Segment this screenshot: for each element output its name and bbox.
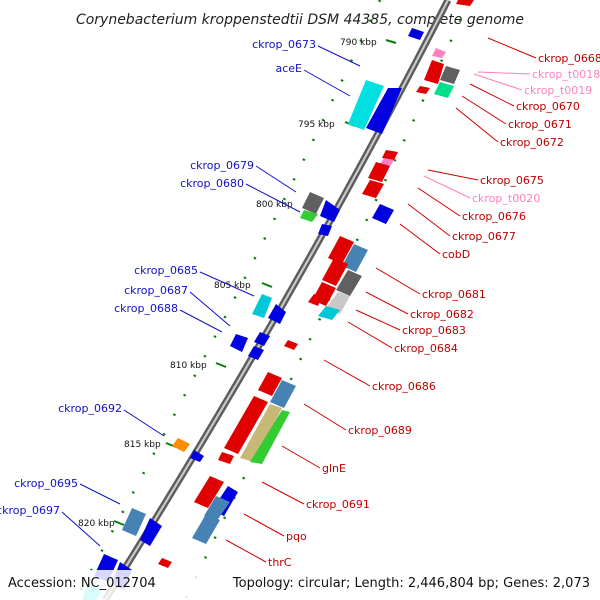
gene-ckrop-0689a [258, 372, 282, 396]
kbp-label: 800 kbp [256, 200, 293, 210]
gene-cobd [328, 236, 354, 264]
gene-ckrop-0668 [456, 0, 474, 6]
gene-label: cobD [442, 248, 470, 261]
reverse-genes [158, 0, 474, 568]
gene-label: ckrop_0691 [306, 498, 370, 511]
label-leaders [61, 37, 537, 563]
kbp-tick [215, 362, 227, 368]
gene-glne-small [218, 452, 234, 464]
kbp-label: 815 kbp [124, 440, 161, 450]
gene-ckrop-tiny [158, 558, 172, 568]
gene-acee-rrna [348, 80, 384, 130]
gene-ckrop-0680 [320, 200, 340, 222]
gene-ckrop-0672 [434, 82, 454, 98]
gene-label: ckrop_0684 [394, 342, 458, 355]
gene-label: ckrop_0686 [372, 380, 436, 393]
gene-ckrop-0684 [318, 306, 340, 320]
gene-glne-green [250, 410, 290, 464]
gene-label: ckrop_t0018 [532, 68, 600, 81]
gene-ckrop-0682 [322, 258, 348, 286]
gene-ckrop-0692 [172, 438, 190, 452]
gene-label: ckrop_t0019 [524, 84, 592, 97]
gene-label: ckrop_0688 [114, 302, 178, 315]
gene-label: aceE [275, 62, 302, 75]
gene-ckrop-0687 [268, 304, 286, 324]
genome-backbone [102, 0, 452, 600]
gene-label: ckrop_0687 [124, 284, 188, 297]
gene-label: ckrop_0671 [508, 118, 572, 131]
gene-ckrop-0673 [408, 28, 424, 40]
forward-gene-labels: ckrop_0673 aceE ckrop_0679 ckrop_0680 ck… [0, 38, 316, 517]
gene-ckrop-0692b [190, 450, 204, 462]
forward-genes [82, 28, 424, 600]
kbp-tick [385, 39, 397, 44]
gene-label: ckrop_0680 [180, 177, 244, 190]
gene-label: ckrop_0695 [14, 477, 78, 490]
reverse-gene-labels: ckrop_0668 ckrop_t0018 ckrop_t0019 ckrop… [268, 52, 600, 569]
gene-label: ckrop_0692 [58, 402, 122, 415]
gene-label: ckrop_0683 [402, 324, 466, 337]
accession-text: Accession: NC_012704 [8, 576, 156, 591]
gene-label: ckrop_0670 [516, 100, 580, 113]
gene-ckrop-0695 [122, 508, 146, 536]
gene-pqo [204, 496, 230, 522]
footer-background [0, 570, 600, 600]
gene-label: pqo [286, 530, 307, 543]
gene-label: ckrop_0682 [410, 308, 474, 321]
gene-ckrop-0676b [362, 180, 384, 198]
gene-ckrop-0671 [440, 66, 460, 84]
gene-ckrop-0685 [252, 294, 272, 318]
gene-label: ckrop_0673 [252, 38, 316, 51]
gene-label: ckrop_0681 [422, 288, 486, 301]
gene-ckrop-t0020 [380, 158, 394, 166]
kbp-label: 795 kbp [298, 120, 335, 130]
gene-label: ckrop_0679 [190, 159, 254, 172]
gene-ckrop-0686 [284, 340, 298, 350]
gene-ckrop-0670b [416, 86, 430, 94]
gene-ckrop-0680-green [300, 210, 318, 222]
gene-label: ckrop_0685 [134, 264, 198, 277]
gene-ckrop-0681 [342, 244, 368, 272]
map-title: Corynebacterium kroppenstedtii DSM 44385… [76, 12, 524, 28]
gene-label: ckrop_0676 [462, 210, 526, 223]
gene-ckrop-0688a [230, 334, 248, 352]
kbp-tick [261, 282, 273, 288]
kbp-label: 820 kbp [78, 519, 115, 529]
gene-label: glnE [322, 462, 346, 475]
gene-thrc [192, 514, 220, 544]
gene-ckrop-0684b [308, 294, 322, 306]
gene-label: ckrop_0675 [480, 174, 544, 187]
gene-ckrop-0680b [318, 224, 332, 236]
gene-ckrop-0691a [194, 476, 224, 508]
gene-ckrop-0697 [140, 518, 162, 546]
gene-ckrop-0675 [382, 150, 398, 160]
gene-label: thrC [268, 556, 292, 569]
gene-glne [224, 396, 268, 454]
gene-ckrop-0689b [270, 380, 296, 408]
gene-label: ckrop_t0020 [472, 192, 540, 205]
gene-glne-tan [240, 404, 282, 462]
gene-label: ckrop_0689 [348, 424, 412, 437]
gene-label: ckrop_0672 [500, 136, 564, 149]
topology-text: Topology: circular; Length: 2,446,804 bp… [232, 576, 590, 591]
gene-ckrop-t0018 [432, 48, 446, 58]
kbp-tick [113, 520, 125, 526]
gene-label: ckrop_0668 [538, 52, 600, 65]
gene-label: ckrop_0697 [0, 504, 60, 517]
gene-ckrop-0679 [302, 192, 324, 214]
gene-ckrop-0682b [336, 270, 362, 296]
gene-ckrop-0670 [424, 60, 444, 84]
kbp-label: 790 kbp [340, 38, 377, 48]
gene-label: ckrop_0677 [452, 230, 516, 243]
gene-ckrop-0676 [368, 162, 390, 182]
gene-ckrop-0688c [248, 346, 264, 360]
gene-ckrop-0677 [372, 204, 394, 224]
gene-acee [366, 88, 402, 134]
gene-ckrop-0688b [254, 332, 270, 346]
kbp-label: 810 kbp [170, 361, 207, 371]
